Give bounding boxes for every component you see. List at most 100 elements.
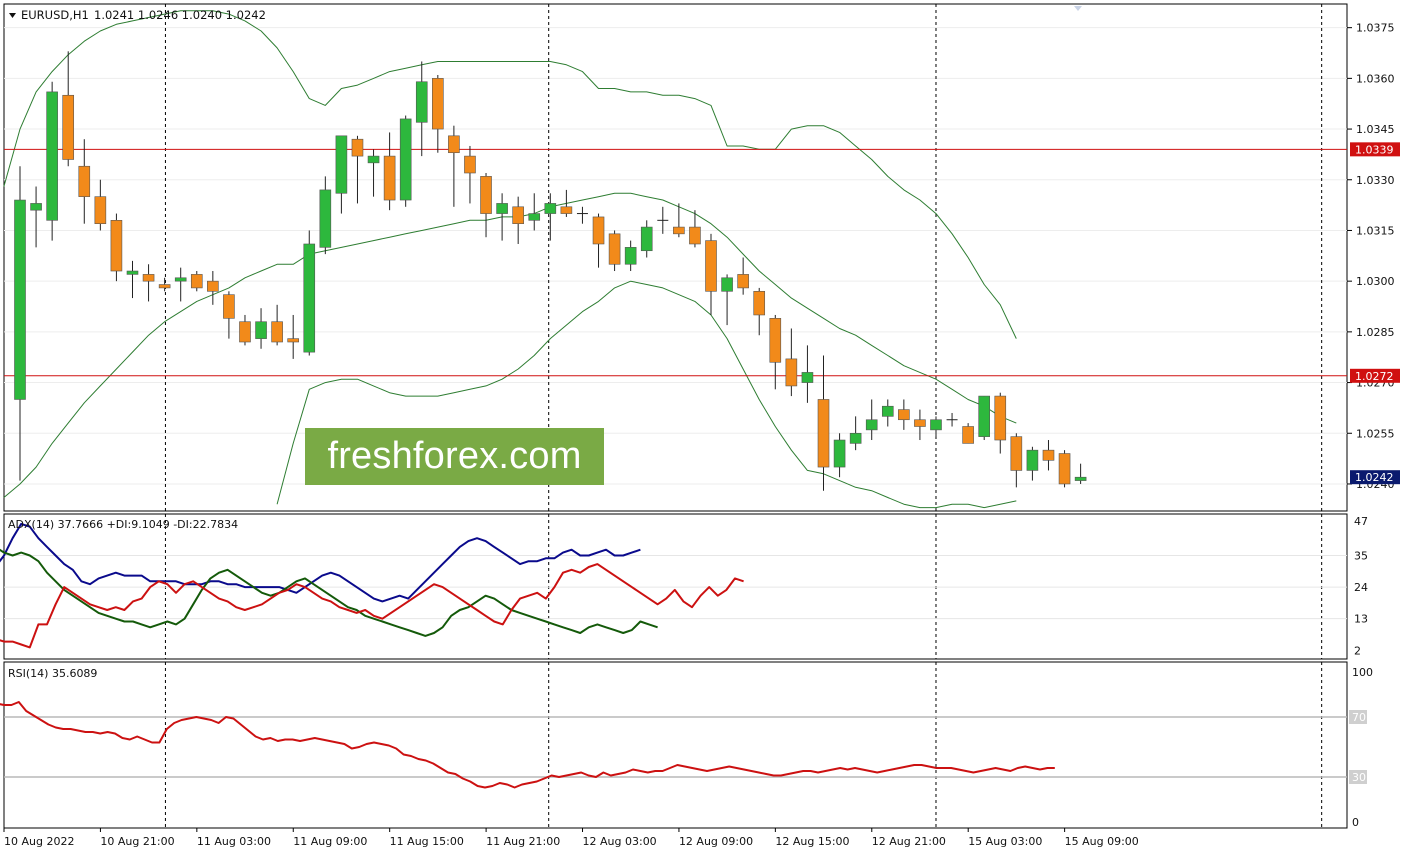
- candle-body: [496, 203, 508, 214]
- candle-body: [335, 135, 348, 194]
- bollinger-middle: [3, 192, 1017, 498]
- bearish-candle: [962, 423, 974, 444]
- bullish-candle: [399, 115, 412, 207]
- time-tick-label: 12 Aug 03:00: [583, 835, 657, 848]
- candle-body: [608, 233, 621, 265]
- bearish-candle: [142, 264, 155, 302]
- bearish-candle: [190, 271, 203, 292]
- bullish-candle: [849, 416, 862, 451]
- bearish-candle: [62, 51, 75, 167]
- price-tick-label: 1.0375: [1356, 22, 1395, 35]
- bearish-candle: [608, 230, 621, 272]
- time-tick-label: 12 Aug 09:00: [679, 835, 753, 848]
- price-tick-label: 1.0255: [1356, 427, 1395, 440]
- bearish-candle: [271, 304, 283, 346]
- candle-body: [78, 165, 91, 197]
- time-tick-label: 11 Aug 03:00: [197, 835, 271, 848]
- bearish-candle: [223, 291, 235, 339]
- candle-body: [303, 243, 316, 353]
- price-pane-frame: [3, 3, 1348, 512]
- candle-body: [110, 220, 123, 272]
- candle-body: [914, 419, 926, 427]
- rsi-level-tag: [1349, 770, 1367, 784]
- adx-pane-frame: [3, 513, 1348, 660]
- bullish-candle: [657, 206, 669, 234]
- bullish-candle: [544, 193, 557, 241]
- bearish-candle: [464, 145, 476, 204]
- bearish-candle: [1042, 440, 1055, 471]
- time-tick-label: 15 Aug 03:00: [968, 835, 1042, 848]
- minus-di-line: [0, 563, 744, 649]
- bearish-candle: [737, 257, 749, 295]
- candle-body: [624, 247, 637, 265]
- bearish-candle: [689, 210, 701, 248]
- bearish-candle: [287, 314, 299, 359]
- bullish-candle: [415, 61, 428, 157]
- rsi-tick-label: 30: [1352, 771, 1366, 784]
- scroll-marker-icon[interactable]: [1074, 6, 1082, 11]
- bearish-candle: [1010, 433, 1023, 488]
- candle-body: [1010, 436, 1023, 471]
- bullish-candle: [946, 412, 958, 427]
- candle-body: [705, 240, 717, 292]
- bearish-candle: [351, 135, 364, 204]
- bullish-candle: [1074, 463, 1087, 484]
- level-price-tag-label: 1.0339: [1355, 143, 1394, 156]
- candle-body: [14, 199, 26, 400]
- freshforex-watermark: freshforex.com: [305, 428, 604, 485]
- bearish-candle: [94, 179, 107, 231]
- candle-body: [978, 395, 991, 437]
- price-tick-label: 1.0285: [1356, 326, 1395, 339]
- adx-pane[interactable]: ADX(14) 37.7666 +DI:9.1049 -DI:22.7834: [0, 513, 1348, 660]
- bearish-candle: [448, 125, 460, 207]
- bollinger-lower: [276, 280, 1017, 509]
- bullish-candle: [335, 135, 348, 214]
- symbol-dropdown-icon[interactable]: [9, 13, 16, 18]
- candle-body: [415, 81, 428, 123]
- rsi-tick-label: 0: [1352, 816, 1359, 829]
- candle-body: [881, 405, 894, 417]
- candle-body: [785, 358, 798, 387]
- bearish-candle: [383, 132, 396, 211]
- candle-body: [544, 203, 557, 214]
- last-price-tag: [1350, 470, 1400, 485]
- candle-body: [898, 409, 910, 421]
- bearish-candle: [769, 314, 782, 390]
- price-tick-label: 1.0330: [1356, 174, 1395, 187]
- rsi-pane[interactable]: RSI(14) 35.6089: [0, 661, 1348, 829]
- price-tick-label: 1.0315: [1356, 224, 1395, 237]
- bearish-candle: [512, 196, 524, 244]
- candle-body: [753, 290, 766, 316]
- adx-tick-label: 24: [1354, 581, 1368, 594]
- last-price-tag-label: 1.0242: [1355, 471, 1394, 484]
- adx-tick-label: 47: [1354, 515, 1368, 528]
- candle-body: [833, 439, 846, 468]
- price-pane[interactable]: [3, 3, 1348, 512]
- candle-body: [930, 419, 942, 431]
- bearish-candle: [705, 233, 717, 315]
- bullish-candle: [865, 399, 878, 441]
- bullish-candle: [978, 395, 991, 441]
- time-tick-label: 11 Aug 21:00: [486, 835, 560, 848]
- candle-body: [1042, 449, 1055, 461]
- candle-body: [255, 321, 267, 339]
- rsi-tick-label: 70: [1352, 711, 1366, 724]
- bollinger-upper: [3, 10, 1017, 339]
- candle-body: [512, 206, 524, 225]
- overlay: EURUSD,H1 1.0241 1.0246 1.0240 1.0242: [9, 6, 1082, 22]
- candle-body: [46, 91, 58, 221]
- bearish-candle: [480, 173, 492, 238]
- bullish-candle: [30, 186, 42, 248]
- bearish-candle: [1058, 450, 1071, 488]
- rsi-tick-label: 100: [1352, 666, 1373, 679]
- candle-body: [817, 399, 830, 468]
- symbol-label: EURUSD,H1: [21, 8, 89, 22]
- candle-body: [769, 318, 782, 363]
- time-tick-label: 12 Aug 21:00: [872, 835, 946, 848]
- bearish-candle: [994, 392, 1007, 454]
- candle-body: [207, 280, 219, 292]
- bearish-candle: [898, 399, 910, 430]
- candle-body: [190, 274, 203, 289]
- bullish-candle: [801, 345, 814, 403]
